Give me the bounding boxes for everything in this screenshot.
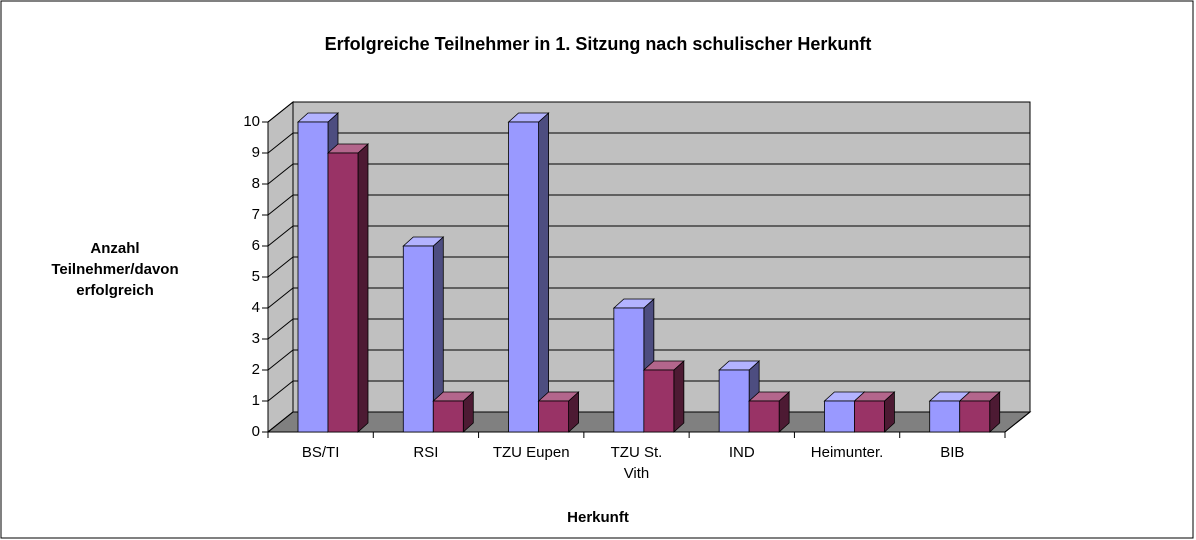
- x-tick-label-box: BIB: [940, 444, 965, 461]
- y-tick-label: 6: [252, 237, 260, 254]
- x-tick-label-box: IND: [728, 444, 755, 461]
- y-axis-title-box: Anzahl Teilnehmer/davon erfolgreich: [51, 240, 179, 299]
- bar-front: [748, 400, 780, 433]
- bar-front: [824, 400, 855, 433]
- bar: [537, 391, 580, 433]
- x-axis-end: [1004, 411, 1031, 433]
- x-tick-label-box: TZU Eupen: [492, 444, 570, 461]
- y-tick-label: 4: [252, 299, 260, 316]
- bar-front: [402, 245, 434, 433]
- y-tick-label: 3: [252, 330, 260, 347]
- x-tick-label: BS/TI: [301, 444, 340, 461]
- bar: [642, 360, 685, 433]
- bar-side: [357, 143, 369, 433]
- bar: [853, 391, 896, 433]
- y-tick-label: 1: [252, 392, 260, 409]
- y-tick-label: 0: [252, 423, 260, 440]
- chart-title: Erfolgreiche Teilnehmer in 1. Sitzung na…: [325, 34, 872, 54]
- bar-front: [327, 152, 359, 433]
- x-tick-label-box: Heimunter.: [810, 444, 884, 461]
- y-tick-label: 8: [252, 175, 260, 192]
- x-tick-label: IND: [728, 444, 755, 461]
- bar-side: [538, 112, 549, 433]
- x-tick-label-box: BS/TI: [301, 444, 340, 461]
- x-tick-label: TZU Eupen: [492, 444, 570, 461]
- grid-line: [267, 101, 1030, 123]
- bar-front: [643, 369, 675, 433]
- bar: [507, 112, 550, 433]
- y-tick-label: 9: [252, 144, 260, 161]
- bar-side: [673, 360, 685, 433]
- bar-front: [854, 400, 885, 433]
- bar-front: [959, 400, 991, 433]
- grid-line: [267, 194, 1030, 216]
- bar-front: [297, 121, 329, 433]
- grid-line: [267, 163, 1030, 185]
- y-tick-label: 2: [252, 361, 260, 378]
- bar: [432, 391, 475, 433]
- grid-line: [267, 225, 1030, 247]
- bar-front: [929, 400, 961, 433]
- bar-front: [538, 400, 569, 433]
- bar: [958, 391, 1001, 433]
- bar-front: [718, 369, 750, 433]
- x-tick-label: TZU St. Vith: [610, 444, 663, 482]
- grid-line: [267, 256, 1030, 278]
- x-tick-label-box: RSI: [413, 444, 439, 461]
- y-tick-label: 10: [243, 113, 260, 130]
- x-tick-label: BIB: [940, 444, 965, 461]
- y-tick-label: 5: [252, 268, 260, 285]
- bar-front: [432, 400, 464, 433]
- y-axis-title: Anzahl Teilnehmer/davon erfolgreich: [51, 240, 179, 299]
- grid-line: [267, 380, 1030, 402]
- bar: [748, 391, 791, 433]
- bar-front: [508, 121, 539, 433]
- bar: [326, 143, 370, 433]
- grid-line: [267, 318, 1030, 340]
- grid-line: [267, 287, 1030, 309]
- grid-line: [267, 349, 1030, 371]
- x-tick-label: Heimunter.: [810, 444, 884, 461]
- bar-front: [613, 307, 645, 433]
- y-tick-label: 7: [252, 206, 260, 223]
- grid-line: [267, 132, 1030, 154]
- x-tick-label: RSI: [413, 444, 439, 461]
- x-tick-label-box: TZU St. Vith: [610, 444, 663, 482]
- bar: [402, 236, 445, 433]
- x-axis-title: Herkunft: [567, 509, 629, 526]
